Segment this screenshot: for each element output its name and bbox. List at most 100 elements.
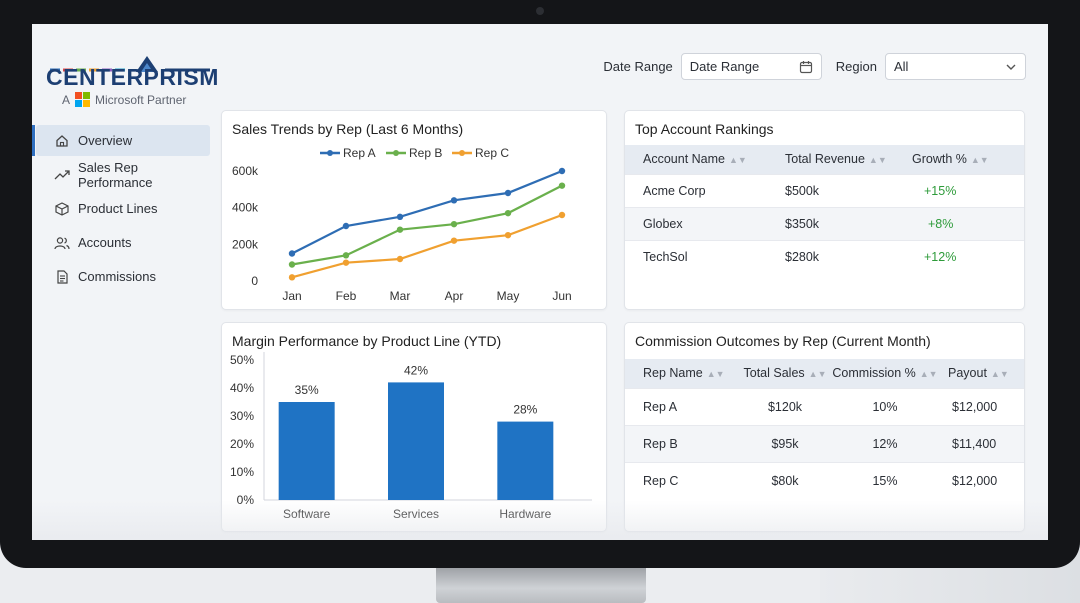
payout-cell: $11,400 — [940, 424, 1024, 462]
data-point — [288, 250, 296, 257]
account-name-cell: Acme Corp — [625, 173, 785, 207]
legend-marker — [327, 150, 333, 156]
partner-line: A Microsoft Partner — [62, 92, 186, 107]
data-point — [288, 274, 296, 281]
data-point — [450, 237, 458, 244]
date-range-label: Date Range — [603, 59, 673, 74]
sidebar-item-label: Accounts — [78, 235, 132, 250]
users-icon — [54, 235, 70, 251]
brand-logo[interactable]: CENTERPRISM A Microsoft Partner — [46, 34, 226, 107]
rep-name-cell: Rep C — [625, 461, 740, 499]
data-point — [504, 209, 512, 217]
calendar-icon — [799, 60, 812, 73]
data-point — [504, 231, 512, 239]
partner-text: Microsoft Partner — [95, 92, 187, 107]
data-point — [342, 259, 350, 266]
microsoft-logo-icon — [75, 92, 91, 107]
top-accounts-title: Top Account Rankings — [635, 121, 774, 137]
date-range-value: Date Range — [689, 59, 760, 74]
x-tick-label: Feb — [336, 289, 357, 303]
chevron-down-icon — [1006, 64, 1016, 70]
data-point — [288, 261, 296, 268]
column-header-commission[interactable]: Commission % ▲▼ — [830, 359, 940, 388]
sidebar-item-accounts[interactable]: Accounts — [36, 227, 210, 258]
y-tick-label: 0 — [251, 274, 258, 288]
growth-cell: +15% — [912, 173, 1024, 207]
monitor-frame: CENTERPRISM A Microsoft Partner Date Ran… — [0, 0, 1080, 568]
y-tick-label: 10% — [230, 465, 254, 479]
x-tick-label: Services — [393, 507, 439, 521]
region-label: Region — [835, 59, 877, 74]
table-header-row: Rep Name ▲▼ Total Sales ▲▼ Commission % ▲▼ … — [625, 359, 1024, 388]
table-row[interactable]: Rep A $120k 10% $12,000 — [625, 387, 1024, 425]
data-point — [396, 226, 404, 233]
table-row[interactable]: TechSol $280k +12% — [625, 239, 1024, 273]
margin-chart[interactable]: 0% 10% 20% 30% 40% 50% 35% Software 42% Services 2… — [222, 323, 608, 533]
sort-icon: ▲▼ — [706, 369, 725, 380]
y-tick-label: 40% — [230, 381, 254, 395]
dashboard-screen: CENTERPRISM A Microsoft Partner Date Ran… — [32, 24, 1048, 540]
column-header-total-revenue[interactable]: Total Revenue ▲▼ — [785, 145, 912, 174]
y-tick-label: 50% — [230, 353, 254, 367]
monitor-stand — [436, 566, 646, 603]
column-header-total-sales[interactable]: Total Sales ▲▼ — [740, 359, 830, 388]
sidebar-item-overview[interactable]: Overview — [32, 125, 210, 156]
rep-name-cell: Rep B — [625, 424, 740, 462]
data-point — [396, 213, 404, 221]
bar — [278, 402, 335, 500]
sidebar-item-product-lines[interactable]: Product Lines — [36, 193, 210, 224]
x-tick-label: Apr — [445, 289, 464, 303]
bar-value-label: 28% — [513, 403, 537, 417]
column-header-growth[interactable]: Growth % ▲▼ — [912, 145, 1024, 174]
revenue-cell: $280k — [785, 239, 912, 273]
bar-value-label: 42% — [404, 363, 428, 377]
revenue-cell: $500k — [785, 173, 912, 207]
x-tick-label: Software — [283, 507, 331, 521]
top-accounts-card: Top Account Rankings Account Name ▲▼ Tota… — [624, 110, 1025, 310]
data-point — [450, 220, 458, 228]
growth-cell: +12% — [912, 239, 1024, 273]
legend-marker — [459, 150, 465, 156]
sort-icon: ▲▼ — [728, 155, 747, 166]
sidebar-nav: Overview Sales Rep Performance Product L… — [32, 125, 212, 295]
filter-bar: Date Range Date Range Region All — [603, 53, 1026, 80]
x-tick-label: May — [497, 289, 520, 303]
commission-pct-cell: 15% — [830, 461, 940, 499]
date-range-picker[interactable]: Date Range — [680, 53, 822, 80]
y-tick-label: 30% — [230, 409, 254, 423]
table-row[interactable]: Acme Corp $500k +15% — [625, 173, 1024, 207]
sort-icon: ▲▼ — [970, 155, 989, 166]
sidebar-item-sales-rep-performance[interactable]: Sales Rep Performance — [36, 159, 210, 190]
data-point — [504, 189, 512, 197]
table-row[interactable]: Rep C $80k 15% $12,000 — [625, 461, 1024, 499]
column-header-payout[interactable]: Payout ▲▼ — [940, 359, 1024, 388]
payout-cell: $12,000 — [940, 461, 1024, 499]
margin-title: Margin Performance by Product Line (YTD) — [232, 333, 502, 349]
sales-trends-card: Sales Trends by Rep (Last 6 Months) 0 200… — [221, 110, 607, 310]
document-icon — [54, 269, 70, 285]
region-select[interactable]: All — [885, 53, 1026, 80]
table-header-row: Account Name ▲▼ Total Revenue ▲▼ Growth % ▲… — [625, 145, 1024, 174]
x-tick-label: Jun — [552, 289, 571, 303]
commission-outcomes-card: Commission Outcomes by Rep (Current Mont… — [624, 322, 1025, 532]
sidebar-item-label: Sales Rep Performance — [78, 159, 153, 190]
y-tick-label: 20% — [230, 437, 254, 451]
trend-icon — [54, 167, 70, 183]
table-row[interactable]: Rep B $95k 12% $11,400 — [625, 424, 1024, 462]
camera-dot — [536, 7, 544, 15]
data-point — [558, 182, 566, 189]
sidebar-item-label: Commissions — [78, 269, 157, 284]
x-tick-label: Jan — [282, 289, 301, 303]
data-point — [396, 255, 404, 263]
series-line — [291, 169, 563, 255]
top-accounts-table: Account Name ▲▼ Total Revenue ▲▼ Growth % ▲… — [625, 145, 1024, 273]
home-icon — [54, 133, 70, 149]
table-row[interactable]: Globex $350k +8% — [625, 206, 1024, 240]
commission-table: Rep Name ▲▼ Total Sales ▲▼ Commission % ▲▼ … — [625, 359, 1024, 499]
account-name-cell: TechSol — [625, 239, 785, 273]
column-header-account-name[interactable]: Account Name ▲▼ — [625, 145, 785, 174]
sidebar-item-label: Overview — [78, 133, 133, 148]
column-header-rep-name[interactable]: Rep Name ▲▼ — [625, 359, 740, 388]
sales-trends-chart[interactable]: 0 200k 400k 600k Jan Feb Mar Apr May Jun Rep A Rep … — [222, 111, 608, 311]
sidebar-item-commissions[interactable]: Commissions — [36, 261, 210, 292]
